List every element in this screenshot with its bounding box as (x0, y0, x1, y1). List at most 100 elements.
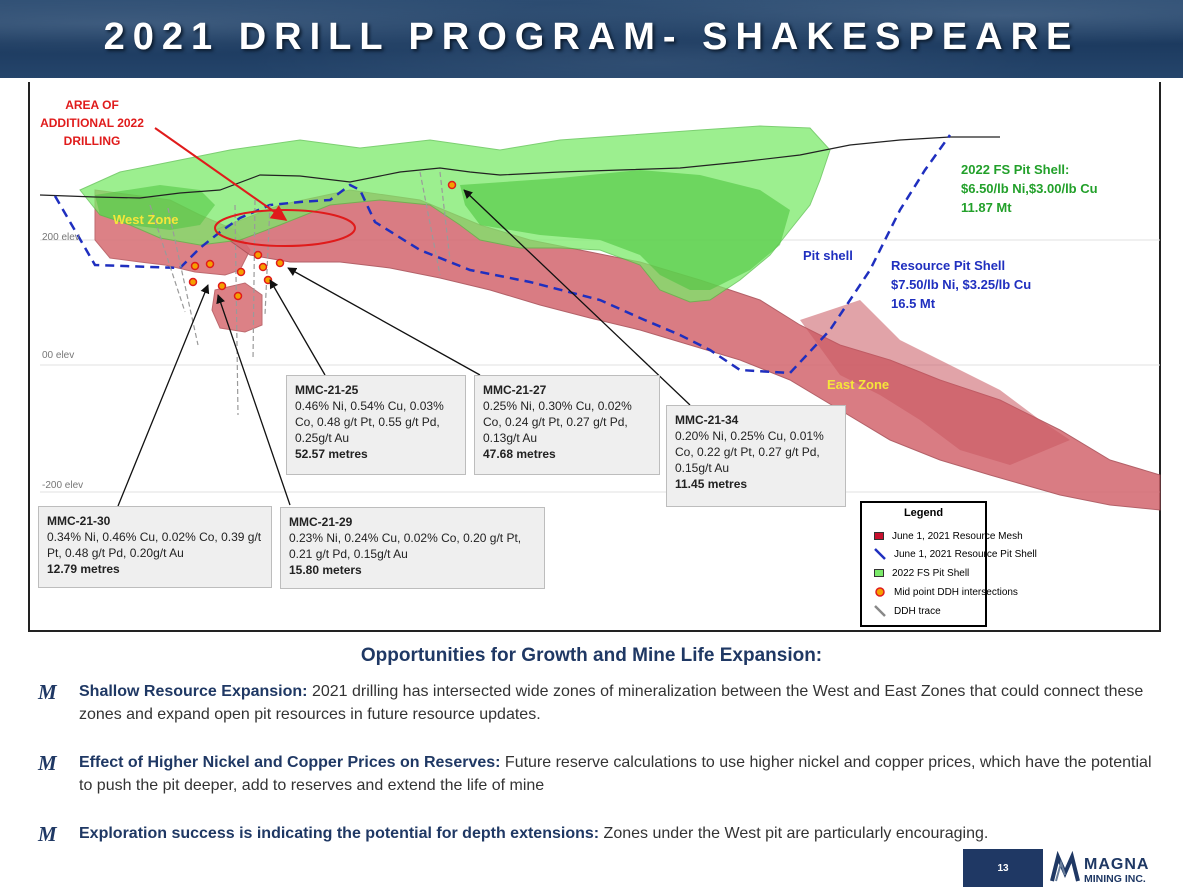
legend-item-fs-pit-shell: 2022 FS Pit Shell (874, 566, 969, 580)
resource-pit-shell-line (53, 134, 952, 375)
ddh-trace-icon (874, 605, 886, 617)
intersection-dot (447, 180, 457, 190)
west-zone-label: West Zone (113, 212, 179, 227)
pit-shell-label: Pit shell (803, 248, 853, 263)
intersection-dot (233, 291, 243, 301)
ddh-trace (252, 199, 256, 361)
area-2022-drilling-label: AREA OF ADDITIONAL 2022 DRILLING (40, 98, 144, 148)
leader-mmc-21-27 (287, 267, 481, 376)
callout-leaders (117, 189, 691, 507)
bullet-body: Zones under the West pit are particularl… (599, 825, 989, 842)
callout-length: 11.45 metres (675, 477, 748, 491)
resource-pit-shell-note: Resource Pit Shell $7.50/lb Ni, $3.25/lb… (891, 256, 1031, 313)
logo-sub: MINING INC. (1084, 873, 1146, 885)
legend-item-resource-mesh: June 1, 2021 Resource Mesh (874, 529, 1023, 543)
magna-mining-logo: MAGNA MINING INC. (1048, 851, 1178, 887)
callout-title: MMC-21-29 (289, 515, 353, 529)
resource-mesh-upper (213, 189, 1161, 511)
resource-mesh-east (800, 300, 1070, 465)
legend-label: Mid point DDH intersections (894, 586, 1018, 598)
area-2022-drilling-arrow (154, 127, 288, 221)
bullet-heading: Effect of Higher Nickel and Copper Price… (79, 754, 501, 771)
legend-label: 2022 FS Pit Shell (892, 567, 970, 579)
callout-title: MMC-21-30 (47, 514, 111, 528)
ddh-trace (419, 171, 441, 276)
leader-mmc-21-29 (216, 294, 291, 506)
bullet-text: Shallow Resource Expansion: 2021 drillin… (79, 680, 1163, 726)
title-banner: 2021 DRILL PROGRAM- SHAKESPEARE (0, 0, 1183, 78)
legend-item-resource-pit-shell: June 1, 2021 Resource Pit Shell (874, 547, 1037, 561)
fs-pit-line3: 11.87 Mt (961, 200, 1012, 215)
resource-mesh-swatch (874, 532, 884, 540)
bullet-body: Future reserve calculations to use highe… (79, 754, 1152, 794)
legend: Legend June 1, 2021 Resource Mesh June 1… (860, 501, 1037, 627)
resource-mesh-lower (211, 282, 263, 333)
bullet-heading: Exploration success is indicating the po… (79, 825, 600, 842)
dashed-line-icon (874, 548, 886, 560)
page-number: 13 (963, 849, 1043, 887)
section-subtitle: Opportunities for Growth and Mine Life E… (360, 645, 823, 666)
callout-body: 0.46% Ni, 0.54% Cu, 0.03% Co, 0.48 g/t P… (295, 399, 444, 445)
topography-line (39, 136, 1000, 199)
intersection-dot (205, 259, 215, 269)
callout-body: 0.23% Ni, 0.24% Cu, 0.02% Co, 0.20 g/t P… (289, 531, 522, 561)
callout-title: MMC-21-27 (483, 383, 547, 397)
legend-item-ddh-intersections: Mid point DDH intersections (874, 585, 1018, 599)
ddh-intersections (188, 180, 457, 301)
elev-label-0: 00 elev (42, 350, 75, 361)
callout-title: MMC-21-25 (295, 383, 359, 397)
intersection-dot (258, 262, 268, 272)
cross-section-diagram (39, 125, 1161, 511)
fs-pit-shell (79, 125, 831, 303)
leader-mmc-21-34 (463, 189, 691, 406)
elev-label-200: 200 elev (42, 232, 80, 243)
resource-pit-line1: Resource Pit Shell (891, 258, 1006, 273)
callout-length: 52.57 metres (295, 447, 368, 461)
legend-label: DDH trace (894, 605, 941, 617)
callout-mmc-21-34: MMC-21-34 0.20% Ni, 0.25% Cu, 0.01% Co, … (666, 405, 846, 507)
resource-pit-line3: 16.5 Mt (891, 296, 936, 311)
bullet-body: 2021 drilling has intersected wide zones… (79, 683, 1144, 723)
callout-length: 15.80 meters (289, 563, 362, 577)
callout-mmc-21-27: MMC-21-27 0.25% Ni, 0.30% Cu, 0.02% Co, … (474, 375, 660, 475)
legend-label: June 1, 2021 Resource Pit Shell (894, 548, 1037, 560)
ddh-trace (439, 171, 451, 261)
ddh-trace (264, 204, 271, 316)
resource-pit-line2: $7.50/lb Ni, $3.25/lb Cu (891, 277, 1032, 292)
magna-bullet-icon: M (38, 822, 57, 846)
east-zone-label: East Zone (827, 377, 890, 392)
fs-pit-shell-swatch (874, 569, 884, 577)
callout-mmc-21-25: MMC-21-25 0.46% Ni, 0.54% Cu, 0.03% Co, … (286, 375, 466, 475)
intersection-dot-icon (875, 587, 885, 597)
legend-item-ddh-trace: DDH trace (874, 604, 941, 618)
intersection-dot (253, 250, 263, 260)
intersection-dot (188, 277, 198, 287)
callout-body: 0.34% Ni, 0.46% Cu, 0.02% Co, 0.39 g/t P… (47, 530, 262, 560)
bullet-heading: Shallow Resource Expansion: (79, 683, 308, 700)
elev-label-minus200: -200 elev (42, 480, 84, 491)
bullet-text: Effect of Higher Nickel and Copper Price… (79, 751, 1163, 797)
callout-mmc-21-29: MMC-21-29 0.23% Ni, 0.24% Cu, 0.02% Co, … (280, 507, 545, 589)
page-title: 2021 DRILL PROGRAM- SHAKESPEARE (103, 16, 1080, 58)
intersection-dot (275, 258, 285, 268)
callout-length: 12.79 metres (47, 562, 120, 576)
callout-title: MMC-21-34 (675, 413, 739, 427)
ddh-trace (149, 204, 186, 313)
leader-mmc-21-30 (117, 284, 210, 507)
leader-mmc-21-25 (269, 279, 326, 376)
intersection-dot (217, 281, 227, 291)
banner-texture (0, 0, 1183, 78)
magna-bullet-icon: M (38, 751, 57, 775)
fs-pit-line2: $6.50/lb Ni,$3.00/lb Cu (961, 181, 1098, 196)
intersection-dot (190, 261, 200, 271)
cross-section-frame (28, 82, 1161, 632)
logo-brand: MAGNA (1084, 856, 1149, 873)
callout-length: 47.68 metres (483, 447, 556, 461)
callout-body: 0.20% Ni, 0.25% Cu, 0.01% Co, 0.22 g/t P… (675, 429, 824, 475)
intersection-dot (236, 267, 246, 277)
fs-pit-shell-core (460, 170, 790, 290)
fs-pit-shell-west (95, 185, 215, 230)
legend-label: June 1, 2021 Resource Mesh (892, 530, 1023, 542)
legend-title: Legend (903, 507, 944, 519)
callout-mmc-21-30: MMC-21-30 0.34% Ni, 0.46% Cu, 0.02% Co, … (38, 506, 272, 588)
